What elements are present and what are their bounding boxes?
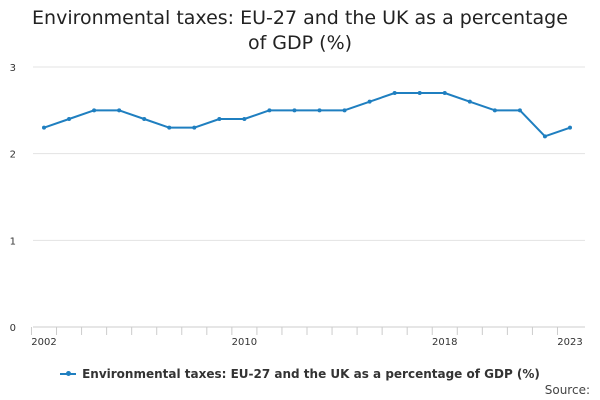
data-point-2013[interactable] [317,108,322,113]
legend-swatch-icon [60,371,77,376]
data-point-2012[interactable] [292,108,297,113]
y-tick-label-3: 3 [10,63,16,74]
data-point-2023[interactable] [568,125,572,130]
data-point-2005[interactable] [117,108,122,113]
y-tick-label-2: 2 [10,150,16,161]
data-point-2009[interactable] [217,117,222,121]
data-point-2018[interactable] [442,91,447,95]
data-point-2014[interactable] [342,108,347,113]
data-point-2007[interactable] [167,125,172,130]
data-point-2022[interactable] [542,134,547,139]
y-tick-label-0: 0 [10,323,16,334]
data-point-2017[interactable] [417,91,422,95]
data-point-2006[interactable] [142,117,147,121]
data-point-2019[interactable] [467,99,472,104]
data-point-2021[interactable] [517,108,522,113]
x-tick-label-2010: 2010 [232,337,257,348]
legend-label: Environmental taxes: EU-27 and the UK as… [82,367,540,381]
data-point-2008[interactable] [192,125,197,130]
data-point-2015[interactable] [367,99,372,104]
data-point-2020[interactable] [492,108,497,113]
chart-title: Environmental taxes: EU-27 and the UK as… [32,7,568,54]
x-tick-label-2023: 2023 [557,337,582,348]
data-point-2011[interactable] [267,108,272,113]
legend[interactable]: Environmental taxes: EU-27 and the UK as… [0,364,600,384]
data-point-2002[interactable] [42,125,46,130]
data-point-2010[interactable] [242,117,247,121]
x-tick-label-2002: 2002 [31,337,56,348]
data-point-2003[interactable] [67,117,72,121]
y-tick-label-1: 1 [10,236,16,247]
x-tick-label-2018: 2018 [432,337,457,348]
data-point-2004[interactable] [92,108,97,113]
data-point-2016[interactable] [392,91,397,95]
series-line-0 [43,92,571,138]
legend-swatch-dot [66,371,72,376]
source-label: Source: [544,383,590,397]
